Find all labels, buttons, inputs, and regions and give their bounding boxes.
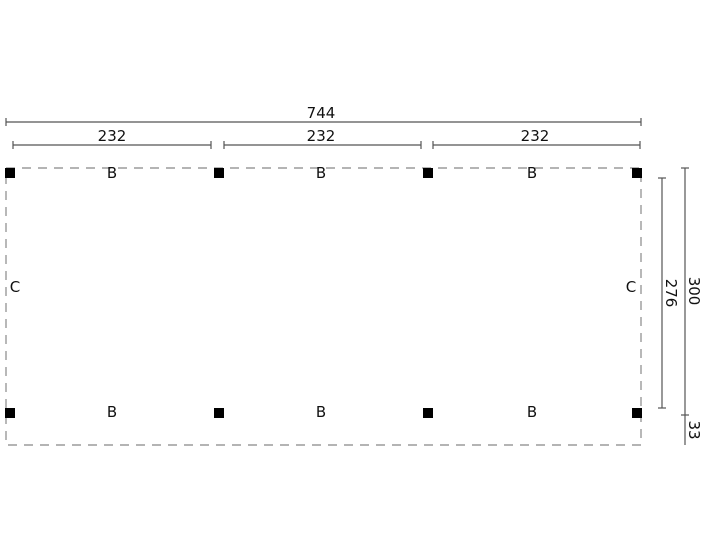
dimension-label: 232 <box>98 127 127 145</box>
dimension-label: 300 <box>685 277 703 306</box>
dimension-label: 276 <box>662 279 680 308</box>
dimension-label: 33 <box>685 420 703 439</box>
post <box>5 408 15 418</box>
beam-label: B <box>527 164 537 182</box>
dimension-bays: 232 232 232 <box>12 127 641 149</box>
post <box>5 168 15 178</box>
roof-outline <box>5 167 642 446</box>
beam-labels: B B B B B B C C <box>10 164 636 421</box>
posts <box>5 168 642 418</box>
side-label: C <box>626 278 636 296</box>
dimension-label: 232 <box>307 127 336 145</box>
side-label: C <box>10 278 20 296</box>
dimension-total-width: 744 <box>5 104 642 126</box>
beam-label: B <box>316 403 326 421</box>
post <box>632 408 642 418</box>
dimension-label: 744 <box>307 104 336 122</box>
post <box>423 168 433 178</box>
dimension-label: 232 <box>521 127 550 145</box>
beam-label: B <box>316 164 326 182</box>
post <box>423 408 433 418</box>
dimension-inner-depth: 276 <box>658 177 680 409</box>
post <box>632 168 642 178</box>
post <box>214 168 224 178</box>
beam-label: B <box>107 403 117 421</box>
post <box>214 408 224 418</box>
beam-label: B <box>107 164 117 182</box>
dimension-total-depth: 300 33 <box>681 167 703 445</box>
beam-label: B <box>527 403 537 421</box>
